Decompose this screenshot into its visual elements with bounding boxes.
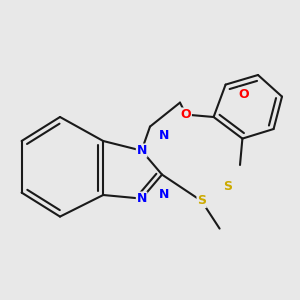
Text: N: N [136, 192, 147, 205]
Text: N: N [159, 129, 170, 142]
Text: O: O [181, 108, 191, 121]
Text: S: S [223, 180, 232, 193]
Text: S: S [197, 194, 206, 208]
Text: O: O [238, 88, 249, 101]
Text: N: N [159, 188, 170, 201]
Text: N: N [136, 144, 147, 157]
